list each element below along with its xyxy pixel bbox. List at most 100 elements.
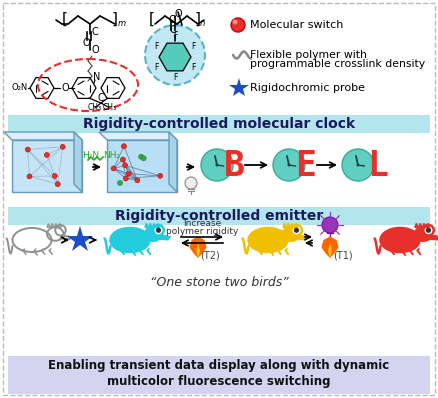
Polygon shape <box>156 224 159 227</box>
Polygon shape <box>423 224 425 227</box>
Circle shape <box>294 228 299 233</box>
Circle shape <box>273 149 305 181</box>
Circle shape <box>52 174 57 178</box>
Circle shape <box>117 180 123 185</box>
Polygon shape <box>321 236 339 258</box>
Text: CH₃: CH₃ <box>103 103 117 111</box>
Text: O: O <box>82 38 90 48</box>
Text: F: F <box>173 31 177 41</box>
Text: programmable crosslink density: programmable crosslink density <box>250 59 425 69</box>
FancyBboxPatch shape <box>8 356 430 394</box>
Ellipse shape <box>415 227 431 241</box>
Text: (T1): (T1) <box>333 251 353 261</box>
Ellipse shape <box>248 228 287 252</box>
Circle shape <box>287 164 290 166</box>
Text: Molecular switch: Molecular switch <box>250 20 343 30</box>
Polygon shape <box>159 43 191 71</box>
Circle shape <box>231 18 245 32</box>
Circle shape <box>139 154 144 159</box>
Text: H₂N: H₂N <box>82 150 99 160</box>
Text: Increase: Increase <box>183 219 221 228</box>
FancyBboxPatch shape <box>8 115 430 133</box>
Text: C: C <box>170 25 177 35</box>
Text: ]: ] <box>195 12 201 27</box>
Circle shape <box>120 157 125 162</box>
Text: Enabling transient data display along with dynamic: Enabling transient data display along wi… <box>48 359 390 373</box>
Circle shape <box>322 217 338 233</box>
Circle shape <box>291 225 302 236</box>
Polygon shape <box>287 224 290 227</box>
Polygon shape <box>149 224 152 227</box>
Polygon shape <box>426 224 429 227</box>
Polygon shape <box>297 236 307 239</box>
Circle shape <box>25 147 30 152</box>
Circle shape <box>215 164 219 166</box>
Ellipse shape <box>145 227 162 241</box>
Text: O: O <box>174 9 182 19</box>
Circle shape <box>357 164 360 166</box>
Circle shape <box>158 173 162 178</box>
FancyBboxPatch shape <box>8 207 430 225</box>
Circle shape <box>185 177 197 189</box>
FancyBboxPatch shape <box>3 3 435 395</box>
Text: [: [ <box>149 12 155 27</box>
Polygon shape <box>4 132 82 140</box>
Text: F: F <box>155 42 159 51</box>
Text: Flexible polymer with: Flexible polymer with <box>250 50 367 60</box>
Text: O: O <box>92 45 99 55</box>
Circle shape <box>423 225 434 236</box>
Polygon shape <box>294 224 297 227</box>
Circle shape <box>55 181 60 187</box>
Text: C: C <box>92 27 99 37</box>
Text: N: N <box>93 72 101 82</box>
Text: (T2): (T2) <box>200 251 220 261</box>
Polygon shape <box>152 224 155 227</box>
Circle shape <box>233 20 237 25</box>
Text: C: C <box>98 93 104 103</box>
Polygon shape <box>196 243 200 258</box>
Text: n: n <box>200 18 205 27</box>
Polygon shape <box>159 236 169 239</box>
Circle shape <box>27 174 32 179</box>
Text: CH₃: CH₃ <box>88 103 102 111</box>
Polygon shape <box>419 224 422 227</box>
Text: F: F <box>191 42 195 51</box>
Polygon shape <box>415 224 418 227</box>
Text: F: F <box>173 74 177 82</box>
Circle shape <box>145 25 205 85</box>
Circle shape <box>111 166 116 171</box>
Circle shape <box>123 163 127 168</box>
Text: m: m <box>118 18 126 27</box>
Circle shape <box>126 171 131 176</box>
Polygon shape <box>189 236 207 258</box>
Text: O: O <box>168 15 176 25</box>
Polygon shape <box>428 236 438 239</box>
Text: ]: ] <box>112 12 118 27</box>
Text: “One stone two birds”: “One stone two birds” <box>150 277 288 289</box>
Circle shape <box>342 149 374 181</box>
Circle shape <box>141 156 146 161</box>
Text: polymer rigidity: polymer rigidity <box>166 226 238 236</box>
Ellipse shape <box>381 228 420 252</box>
Text: Rigidity-controlled molecular clock: Rigidity-controlled molecular clock <box>83 117 355 131</box>
Circle shape <box>60 144 65 149</box>
Circle shape <box>121 144 127 149</box>
Text: O₂N: O₂N <box>12 84 28 92</box>
Circle shape <box>156 228 161 233</box>
Text: multicolor fluorescence switching: multicolor fluorescence switching <box>107 375 331 388</box>
Circle shape <box>123 176 128 181</box>
Circle shape <box>201 149 233 181</box>
Text: O: O <box>61 83 69 93</box>
Text: F: F <box>191 63 195 72</box>
Polygon shape <box>169 132 177 192</box>
Circle shape <box>135 178 140 183</box>
Polygon shape <box>283 224 286 227</box>
Ellipse shape <box>110 228 149 252</box>
Circle shape <box>426 228 431 233</box>
Text: Rigidity-controlled emitter: Rigidity-controlled emitter <box>115 209 323 223</box>
Circle shape <box>153 225 164 236</box>
Polygon shape <box>107 140 177 192</box>
Text: L: L <box>367 149 389 183</box>
Text: E: E <box>296 149 316 183</box>
Text: Rigidochromic probe: Rigidochromic probe <box>250 83 365 93</box>
